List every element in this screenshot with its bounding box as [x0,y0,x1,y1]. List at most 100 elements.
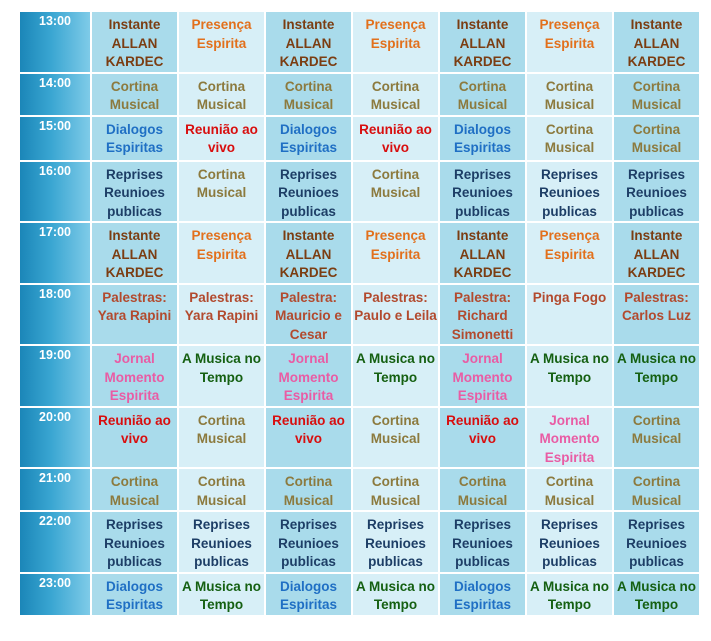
program-cell: Reprises Reunioes publicas [92,161,177,221]
program-cell: Cortina Musical [179,469,264,510]
program-cell: Reunião ao vivo [266,407,351,467]
schedule-row: 19:00 Jornal Momento Espirita A Musica no … [20,346,699,406]
program-cell: A Musica no Tempo [179,573,264,615]
program-cell: Cortina Musical [353,73,438,115]
time-slot-label: 15:00 [20,116,90,160]
program-cell: Reprises Reunioes publicas [614,161,699,221]
program-cell: Instante ALLAN KARDEC [92,223,177,283]
program-cell: Reprises Reunioes publicas [527,161,612,221]
program-cell: Jornal Momento Espirita [92,346,177,406]
program-cell: Cortina Musical [266,73,351,115]
program-cell: Dialogos Espiritas [92,573,177,615]
program-cell: Reprises Reunioes publicas [266,512,351,572]
program-cell: A Musica no Tempo [353,346,438,406]
schedule-row: 15:00 Dialogos Espiritas Reunião ao vivo Di… [20,116,699,160]
program-cell: Presença Espirita [527,223,612,283]
program-cell: A Musica no Tempo [179,346,264,406]
program-cell: A Musica no Tempo [527,573,612,615]
program-cell: Instante ALLAN KARDEC [614,12,699,72]
program-cell: Cortina Musical [527,469,612,510]
program-cell: Cortina Musical [179,73,264,115]
schedule-row: 22:00 Reprises Reunioes publicas Reprises … [20,512,699,572]
program-cell: Dialogos Espiritas [92,116,177,160]
program-cell: Cortina Musical [614,469,699,510]
schedule-row: 23:00 Dialogos Espiritas A Musica no Tempo… [20,573,699,615]
schedule-row: 20:00 Reunião ao vivo Cortina Musical Reuni… [20,407,699,467]
program-cell: Presença Espirita [179,12,264,72]
program-cell: Palestras: Carlos Luz [614,284,699,344]
program-cell: Dialogos Espiritas [440,573,525,615]
schedule-table: 13:00 Instante ALLAN KARDEC Presença Espir… [18,10,701,617]
schedule-row: 18:00 Palestras: Yara Rapini Palestras: Ya… [20,284,699,344]
program-cell: Cortina Musical [92,469,177,510]
schedule-row: 14:00 Cortina Musical Cortina Musical Corti… [20,73,699,115]
program-cell: Reunião ao vivo [353,116,438,160]
program-cell: Cortina Musical [353,161,438,221]
program-cell: Palestras: Yara Rapini [92,284,177,344]
program-cell: Reprises Reunioes publicas [92,512,177,572]
program-cell: Cortina Musical [527,116,612,160]
program-cell: Presença Espirita [353,223,438,283]
program-cell: Dialogos Espiritas [266,573,351,615]
schedule-row: 16:00 Reprises Reunioes publicas Cortina M… [20,161,699,221]
program-cell: Dialogos Espiritas [266,116,351,160]
time-slot-label: 21:00 [20,469,90,510]
schedule-row: 17:00 Instante ALLAN KARDEC Presença Espir… [20,223,699,283]
time-slot-label: 23:00 [20,573,90,615]
program-cell: Reprises Reunioes publicas [440,512,525,572]
program-cell: Presença Espirita [527,12,612,72]
program-cell: Instante ALLAN KARDEC [266,223,351,283]
program-cell: Reprises Reunioes publicas [353,512,438,572]
time-slot-label: 20:00 [20,407,90,467]
program-cell: Cortina Musical [179,407,264,467]
program-cell: Instante ALLAN KARDEC [440,12,525,72]
program-cell: Reunião ao vivo [92,407,177,467]
program-cell: Presença Espirita [353,12,438,72]
program-cell: Reunião ao vivo [440,407,525,467]
program-cell: Reprises Reunioes publicas [440,161,525,221]
program-cell: Cortina Musical [614,407,699,467]
program-cell: Cortina Musical [266,469,351,510]
program-cell: Jornal Momento Espirita [527,407,612,467]
program-cell: Palestras: Paulo e Leila [353,284,438,344]
time-slot-label: 17:00 [20,223,90,283]
time-slot-label: 14:00 [20,73,90,115]
program-cell: A Musica no Tempo [614,573,699,615]
program-cell: Cortina Musical [527,73,612,115]
program-cell: A Musica no Tempo [614,346,699,406]
program-cell: Cortina Musical [440,469,525,510]
program-cell: A Musica no Tempo [353,573,438,615]
time-slot-label: 16:00 [20,161,90,221]
program-cell: Instante ALLAN KARDEC [92,12,177,72]
program-cell: Instante ALLAN KARDEC [614,223,699,283]
program-cell: Cortina Musical [614,116,699,160]
program-cell: Cortina Musical [92,73,177,115]
program-cell: Reprises Reunioes publicas [179,512,264,572]
program-cell: Presença Espirita [179,223,264,283]
program-cell: Instante ALLAN KARDEC [266,12,351,72]
program-cell: Instante ALLAN KARDEC [440,223,525,283]
time-slot-label: 13:00 [20,12,90,72]
time-slot-label: 18:00 [20,284,90,344]
time-slot-label: 19:00 [20,346,90,406]
program-cell: Cortina Musical [353,407,438,467]
program-cell: Palestra: Mauricio e Cesar [266,284,351,344]
time-slot-label: 22:00 [20,512,90,572]
schedule-row: 21:00 Cortina Musical Cortina Musical Corti… [20,469,699,510]
program-cell: Cortina Musical [179,161,264,221]
program-cell: Reunião ao vivo [179,116,264,160]
schedule-row: 13:00 Instante ALLAN KARDEC Presença Espir… [20,12,699,72]
schedule-body: 13:00 Instante ALLAN KARDEC Presença Espir… [20,12,699,615]
program-cell: Cortina Musical [353,469,438,510]
program-cell: Reprises Reunioes publicas [527,512,612,572]
program-cell: Reprises Reunioes publicas [266,161,351,221]
program-cell: Jornal Momento Espirita [266,346,351,406]
program-cell: Pinga Fogo [527,284,612,344]
program-cell: Cortina Musical [614,73,699,115]
program-cell: A Musica no Tempo [527,346,612,406]
program-cell: Cortina Musical [440,73,525,115]
program-cell: Reprises Reunioes publicas [614,512,699,572]
program-cell: Dialogos Espiritas [440,116,525,160]
program-cell: Jornal Momento Espirita [440,346,525,406]
program-cell: Palestra: Richard Simonetti [440,284,525,344]
